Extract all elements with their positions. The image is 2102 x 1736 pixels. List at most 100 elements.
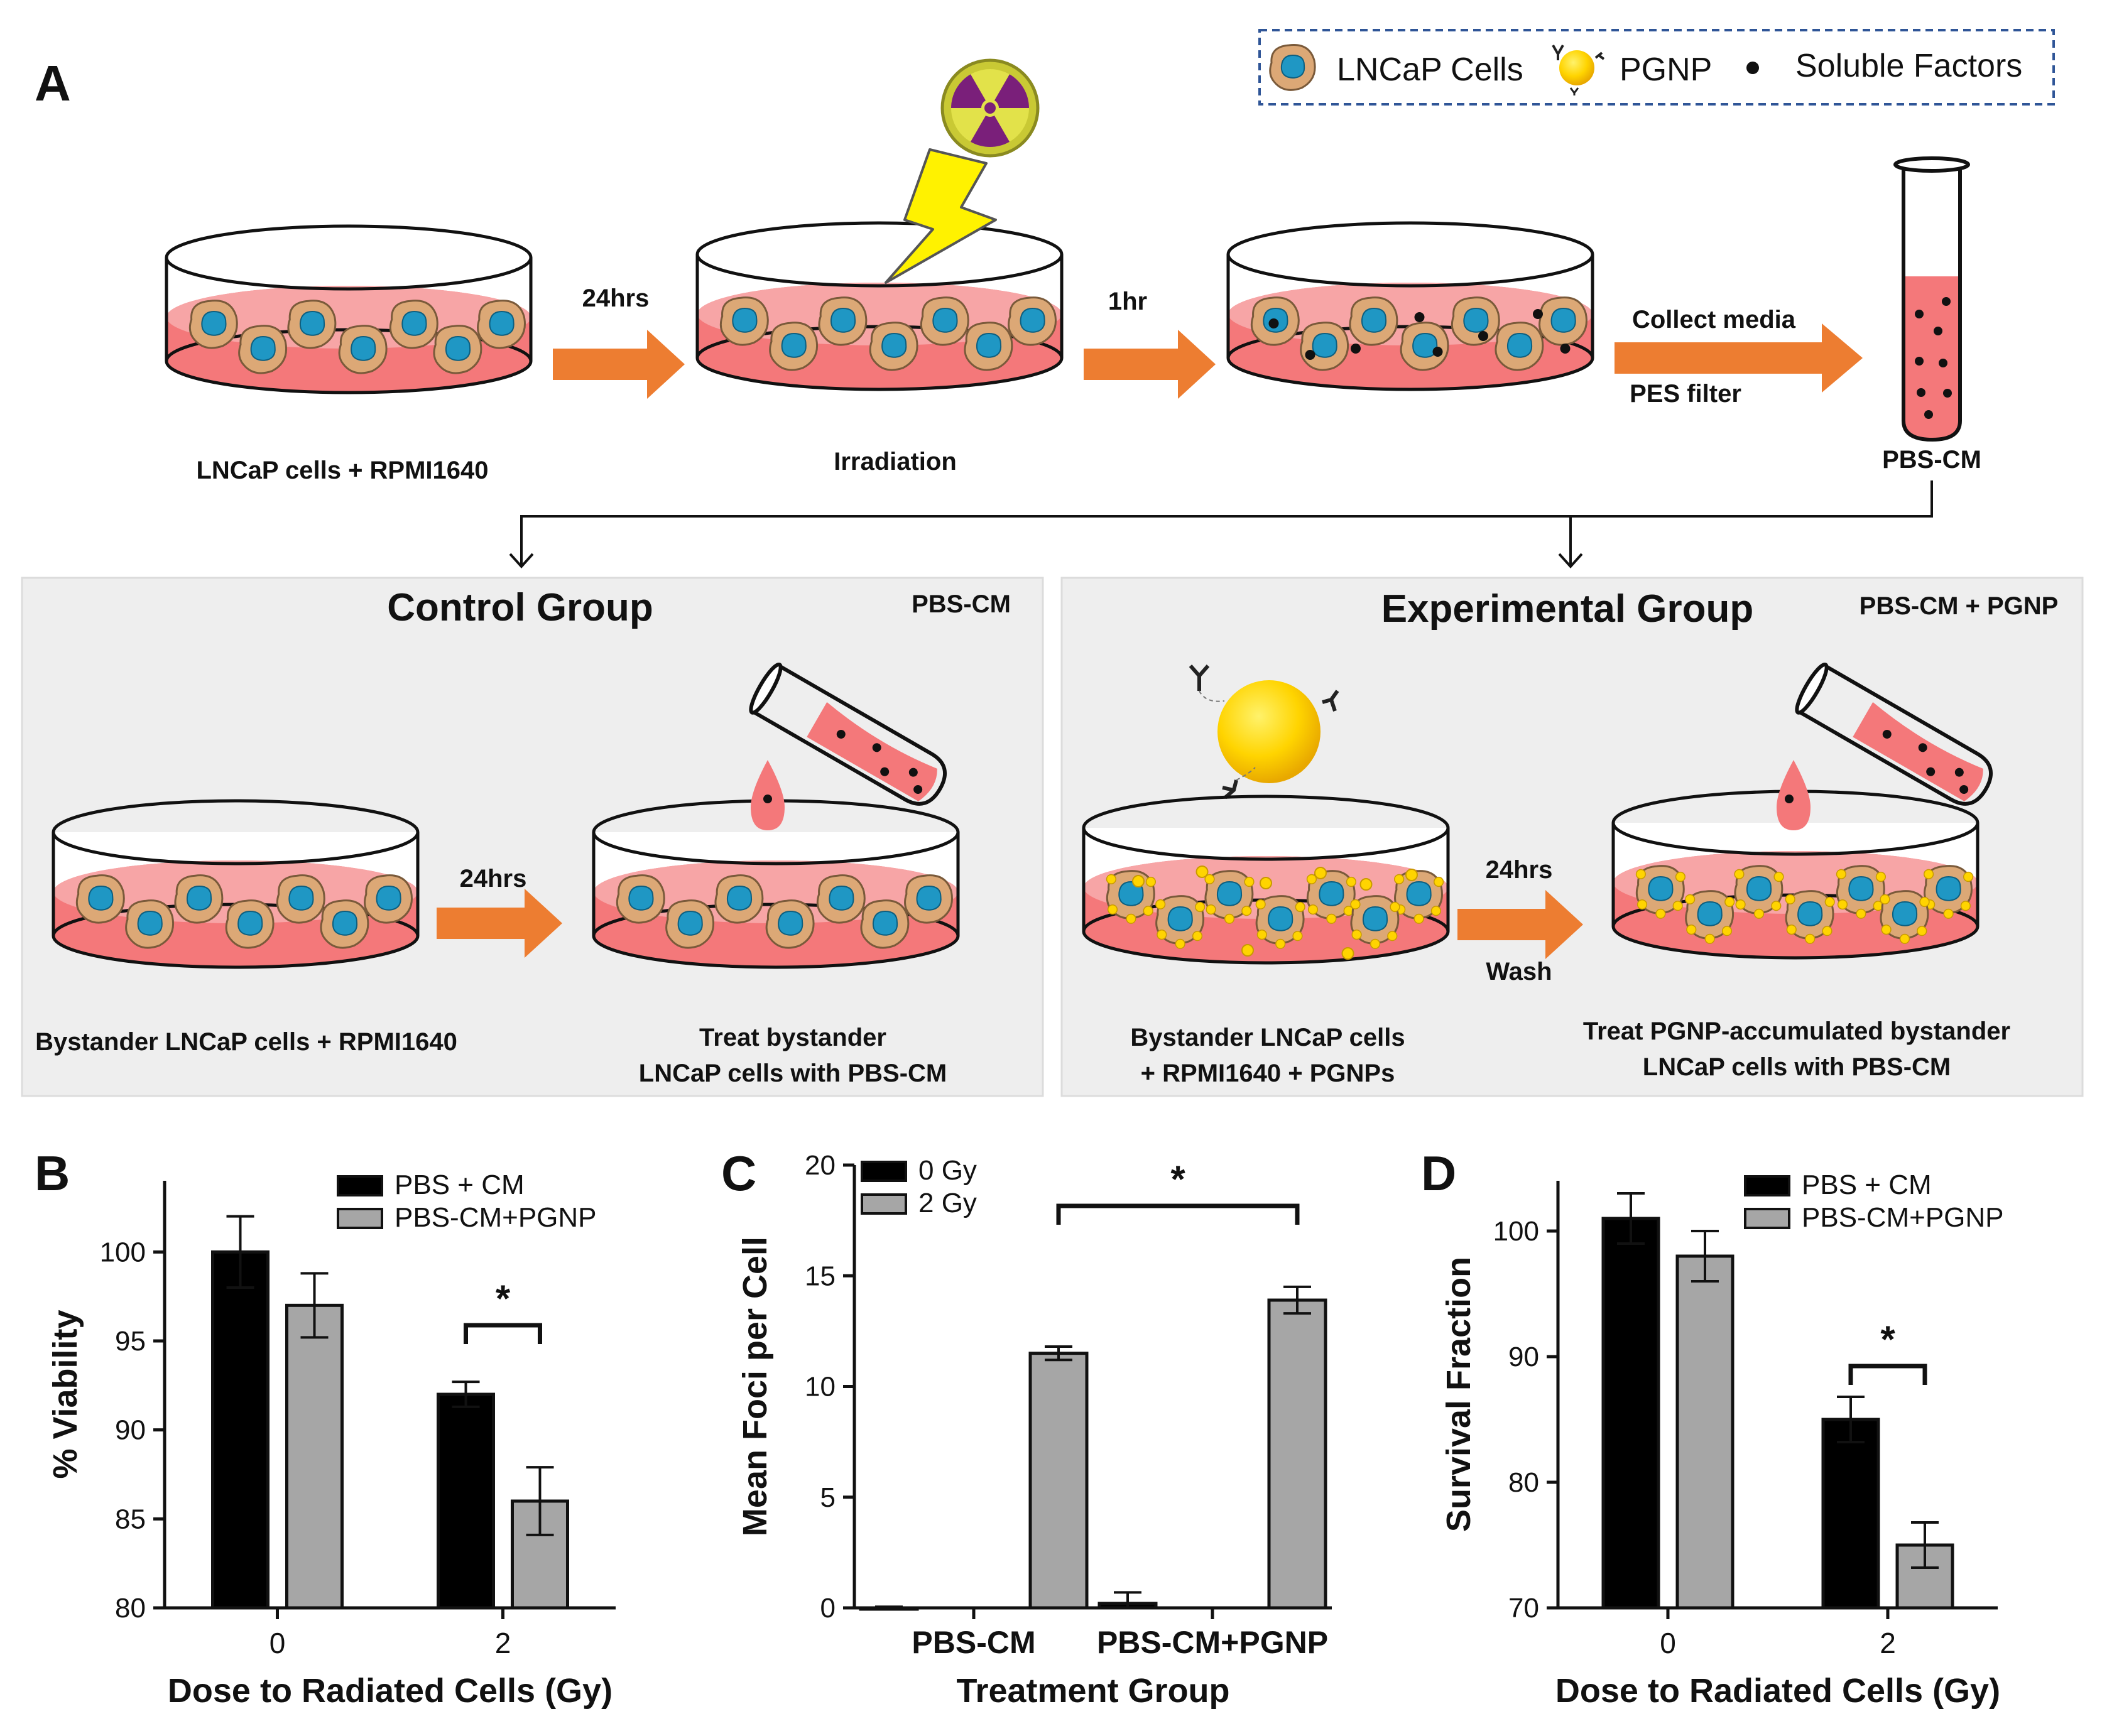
media-drop-control <box>751 760 785 830</box>
soluble-factor-dot <box>1478 331 1488 341</box>
y-tick-label: 5 <box>820 1482 836 1513</box>
x-axis-label: Dose to Radiated Cells (Gy) <box>168 1672 613 1710</box>
lncap-cell <box>1880 890 1930 944</box>
soluble-factor-dot <box>1305 350 1315 360</box>
soluble-factor-dot <box>1560 344 1571 354</box>
control-dish2-label-1: Treat bystander <box>699 1024 886 1051</box>
lncap-cell <box>1300 322 1349 371</box>
dish-lncap-rpmi <box>165 224 533 394</box>
lncap-cell <box>719 296 769 346</box>
lncap-cell <box>1008 296 1057 346</box>
legend-swatch <box>861 1161 907 1182</box>
lncap-cell <box>616 874 665 924</box>
soluble-factor-dot <box>1268 318 1279 328</box>
x-tick-label: 0 <box>270 1627 286 1659</box>
significance-star: * <box>496 1278 511 1320</box>
y-axis-label: Mean Foci per Cell <box>736 1237 774 1536</box>
lncap-cell <box>1635 865 1685 919</box>
legend-label: PBS + CM <box>1802 1169 1932 1200</box>
legend-swatch <box>337 1208 383 1229</box>
significance-bracket <box>464 1323 542 1344</box>
lncap-cell <box>1495 322 1544 371</box>
bar <box>1601 1217 1660 1610</box>
lncap-cell <box>1785 890 1835 944</box>
arrow-collect-media <box>1615 323 1863 393</box>
legend-swatch <box>1744 1175 1790 1196</box>
x-axis-label: Dose to Radiated Cells (Gy) <box>1555 1672 2000 1710</box>
step1-label: LNCaP cells + RPMI1640 <box>196 457 488 484</box>
x-tick-label: PBS-CM+PGNP <box>1097 1625 1328 1660</box>
bar <box>285 1303 344 1610</box>
control-dish1-label: Bystander LNCaP cells + RPMI1640 <box>35 1028 457 1056</box>
panel-b-letter: B <box>35 1146 70 1201</box>
arrow-24hrs <box>553 330 685 399</box>
legend-label: PBS-CM+PGNP <box>1802 1202 2004 1233</box>
exp-dish1-label-2: + RPMI1640 + PGNPs <box>1141 1060 1395 1087</box>
dish-experimental-bystander <box>1082 795 1450 965</box>
free-pgnp-dot <box>1241 944 1254 957</box>
panel-c-letter: C <box>721 1146 756 1201</box>
y-tick-label: 20 <box>805 1150 836 1181</box>
lncap-cell <box>1400 322 1449 371</box>
lncap-cell <box>769 322 818 371</box>
dish-control-bystander <box>52 799 420 969</box>
lncap-cell <box>1269 44 1316 91</box>
tilted-tube-experimental <box>1795 662 1993 806</box>
legend-pgnp-icon <box>1552 45 1605 95</box>
lncap-cell <box>765 899 815 949</box>
legend-pgnp-label: PGNP <box>1620 52 1712 88</box>
tube-label: PBS-CM <box>1882 446 1981 474</box>
y-tick-label: 100 <box>100 1237 146 1267</box>
y-tick-label: 100 <box>1493 1216 1539 1247</box>
soluble-factor-dot <box>1432 347 1443 357</box>
legend-label: PBS-CM+PGNP <box>395 1202 597 1233</box>
lncap-cell <box>1255 895 1305 949</box>
free-pgnp-dot <box>1260 877 1272 889</box>
dish-control-treated <box>592 799 960 969</box>
arrow1-label: 24hrs <box>582 285 650 312</box>
test-tube-pbs-cm <box>1893 156 1970 442</box>
y-tick-label: 95 <box>115 1326 146 1357</box>
chart-d-survival: 70 80 90 100 0 2 Dose to Radiated Cells (Gy) Su… <box>1440 1169 2004 1710</box>
x-tick-label: 2 <box>495 1627 511 1659</box>
exp-arrow-bottom-label: Wash <box>1486 958 1552 985</box>
lncap-cell <box>287 300 337 349</box>
lightning-icon <box>885 148 997 284</box>
significance-bracket <box>1056 1203 1300 1225</box>
panel-a-letter: A <box>35 55 71 111</box>
soluble-factor-dot <box>1414 312 1425 322</box>
legend-label: 0 Gy <box>918 1155 977 1186</box>
significance-star: * <box>1880 1318 1895 1360</box>
lncap-cell <box>238 325 287 374</box>
arrow2-label: 1hr <box>1108 288 1147 315</box>
free-pgnp-dot <box>1405 869 1418 881</box>
pgnp-large-icon <box>1189 665 1339 800</box>
exp-arrow-top-label: 24hrs <box>1486 856 1553 884</box>
lncap-cell <box>1836 865 1886 919</box>
lncap-cell <box>1734 865 1784 919</box>
lncap-cell <box>964 322 1013 371</box>
free-pgnp-dot <box>1359 878 1373 891</box>
free-pgnp-dot <box>1314 867 1327 879</box>
y-tick-label: 85 <box>115 1504 146 1534</box>
legend-cells-label: LNCaP Cells <box>1337 52 1523 88</box>
bar <box>437 1392 495 1610</box>
arrow3-bottom-label: PES filter <box>1630 380 1741 408</box>
legend-label: PBS + CM <box>395 1169 525 1200</box>
y-tick-label: 0 <box>820 1593 836 1624</box>
chart-c-foci: 0 5 10 15 20 PBS-CM PBS-CM+PGNP Treatment Group… <box>736 1150 1332 1710</box>
bar <box>211 1250 270 1610</box>
lncap-cell <box>860 899 910 949</box>
exp-dish2-label-1: Treat PGNP-accumulated bystander <box>1583 1017 2010 1045</box>
y-tick-label: 80 <box>1508 1467 1539 1498</box>
branch-connector <box>509 480 1933 568</box>
control-group-title: Control Group <box>387 586 653 629</box>
lncap-cell <box>389 300 438 349</box>
lncap-cell <box>1155 895 1206 949</box>
lncap-cell <box>276 874 325 924</box>
bar <box>1675 1254 1734 1610</box>
y-tick-label: 10 <box>805 1372 836 1402</box>
exp-dish2-label-2: LNCaP cells with PBS-CM <box>1643 1053 1951 1081</box>
tilted-tube-control <box>749 662 947 806</box>
